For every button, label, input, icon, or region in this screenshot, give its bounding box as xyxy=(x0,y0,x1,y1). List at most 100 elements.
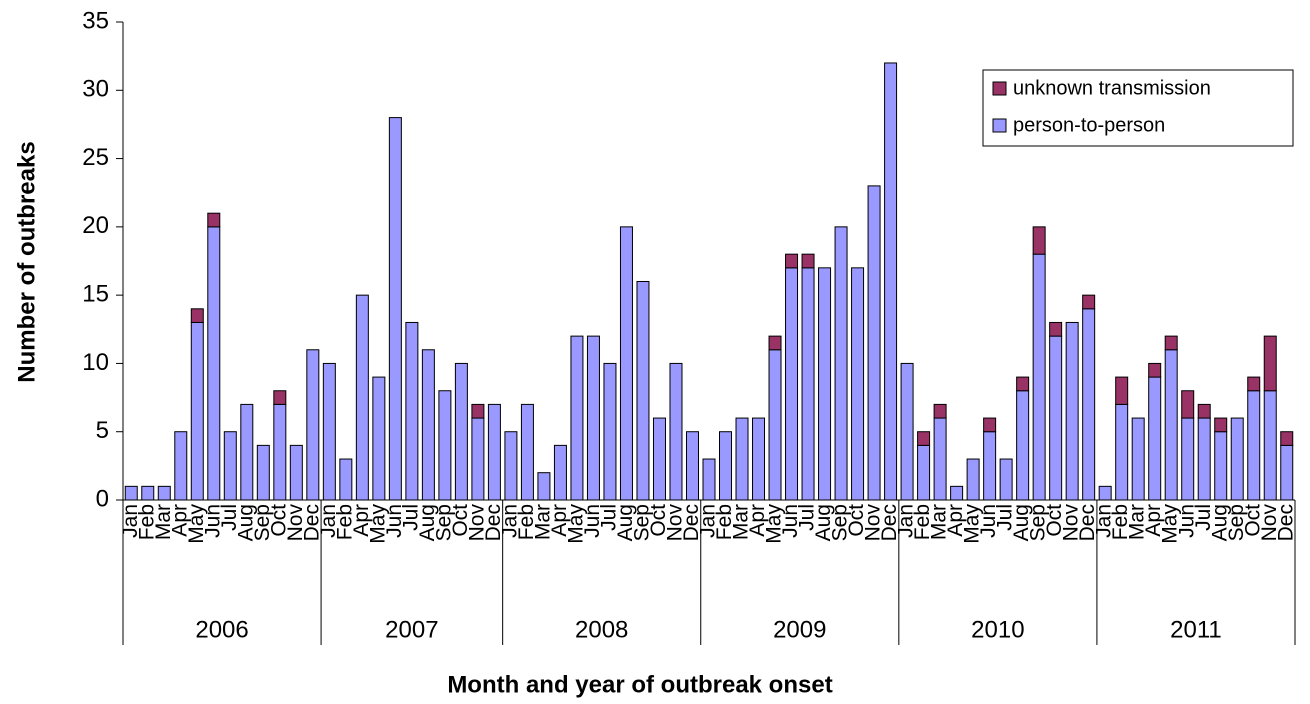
x-tick-label: Feb xyxy=(1109,504,1132,540)
legend-swatch xyxy=(992,81,1007,96)
legend-swatch xyxy=(992,118,1007,133)
x-tick-label: Jun xyxy=(581,504,604,538)
bar-segment xyxy=(999,458,1013,501)
y-tick-label: 5 xyxy=(96,417,109,444)
bar-segment xyxy=(141,485,155,501)
x-tick-label: Nov xyxy=(1060,504,1083,542)
bar-segment xyxy=(223,431,237,501)
bar-segment xyxy=(1098,485,1112,501)
bar-segment xyxy=(834,226,848,501)
bar-segment xyxy=(636,280,650,501)
bar-segment xyxy=(1280,431,1294,446)
bar-segment xyxy=(586,335,600,501)
x-tick-label: Jan xyxy=(498,504,521,538)
bar-segment xyxy=(851,267,865,501)
x-tick-label: Feb xyxy=(333,504,356,540)
bar-segment xyxy=(1181,390,1195,419)
x-tick-label: May xyxy=(763,504,786,544)
x-tick-label: Jan xyxy=(317,504,340,538)
x-tick-label: Feb xyxy=(515,504,538,540)
x-tick-label: Feb xyxy=(135,504,158,540)
x-tick-label: Oct xyxy=(1241,504,1264,537)
x-tick-label: Oct xyxy=(845,504,868,537)
x-tick-label: Apr xyxy=(746,504,769,537)
x-tick-label: Aug xyxy=(1010,504,1033,541)
legend-box xyxy=(982,69,1294,147)
x-tick-label: Jul xyxy=(598,504,621,531)
bar-segment xyxy=(1131,417,1145,501)
bar-segment xyxy=(719,431,733,501)
group-label: 2011 xyxy=(1170,616,1222,643)
bar-segment xyxy=(801,267,815,501)
x-tick-label: May xyxy=(961,504,984,544)
x-tick-label: Jan xyxy=(1093,504,1116,538)
x-tick-label: Jun xyxy=(201,504,224,538)
x-tick-label: Jan xyxy=(697,504,720,538)
bar-segment xyxy=(884,62,898,501)
x-tick-label: Apr xyxy=(350,504,373,537)
bar-segment xyxy=(818,267,832,501)
x-tick-label: Aug xyxy=(1208,504,1231,541)
bar-segment xyxy=(438,390,452,501)
bar-segment xyxy=(1082,308,1096,501)
x-tick-label: Oct xyxy=(267,504,290,537)
bar-segment xyxy=(1164,335,1178,351)
x-tick-label: Apr xyxy=(1142,504,1165,537)
x-tick-label: Aug xyxy=(234,504,257,541)
bar-segment xyxy=(1032,226,1046,255)
bar-segment xyxy=(867,185,881,501)
bar-segment xyxy=(1197,417,1211,501)
x-tick-label: Jun xyxy=(1175,504,1198,538)
x-tick-label: Sep xyxy=(1225,504,1248,541)
bar-segment xyxy=(966,458,980,501)
bar-segment xyxy=(537,472,551,501)
x-tick-label: Nov xyxy=(465,504,488,542)
bar-segment xyxy=(900,362,914,501)
x-tick-label: Oct xyxy=(449,504,472,537)
x-tick-label: May xyxy=(564,504,587,544)
bar-segment xyxy=(801,253,815,269)
bar-segment xyxy=(917,431,931,446)
bar-segment xyxy=(1197,403,1211,419)
bar-segment xyxy=(752,417,766,501)
bar-segment xyxy=(735,417,749,501)
bar-segment xyxy=(1280,444,1294,501)
y-tick-label: 15 xyxy=(82,280,109,307)
x-tick-label: Apr xyxy=(944,504,967,537)
x-tick-label: Jan xyxy=(895,504,918,538)
bar-segment xyxy=(1016,390,1030,501)
bar-segment xyxy=(570,335,584,501)
x-tick-label: Apr xyxy=(168,504,191,537)
x-tick-label: Dec xyxy=(300,504,323,541)
group-label: 2008 xyxy=(575,616,628,643)
bar-segment xyxy=(339,458,353,501)
x-axis-title: Month and year of outbreak onset xyxy=(447,671,832,698)
bar-segment xyxy=(190,308,204,323)
x-tick-label: Sep xyxy=(432,504,455,541)
x-tick-label: Jan xyxy=(119,504,142,538)
group-label: 2007 xyxy=(385,616,438,643)
bar-segment xyxy=(685,431,699,501)
y-axis-title: Number of outbreaks xyxy=(13,141,40,382)
bar-segment xyxy=(1148,362,1162,378)
bar-segment xyxy=(207,212,221,228)
x-tick-label: Sep xyxy=(1027,504,1050,541)
bar-segment xyxy=(983,417,997,433)
x-tick-label: May xyxy=(185,504,208,544)
x-tick-label: Dec xyxy=(680,504,703,541)
bar-segment xyxy=(1247,390,1261,501)
x-tick-label: Sep xyxy=(631,504,654,541)
bar-segment xyxy=(1214,431,1228,501)
bar-segment xyxy=(983,431,997,501)
bar-segment xyxy=(1032,253,1046,501)
bar-segment xyxy=(553,444,567,501)
bar-segment xyxy=(1049,321,1063,337)
x-tick-label: Sep xyxy=(251,504,274,541)
bar-segment xyxy=(273,403,287,501)
bar-segment xyxy=(190,321,204,501)
x-tick-label: Dec xyxy=(878,504,901,541)
bar-segment xyxy=(322,362,336,501)
bar-segment xyxy=(1049,335,1063,501)
x-tick-label: Mar xyxy=(730,504,753,540)
